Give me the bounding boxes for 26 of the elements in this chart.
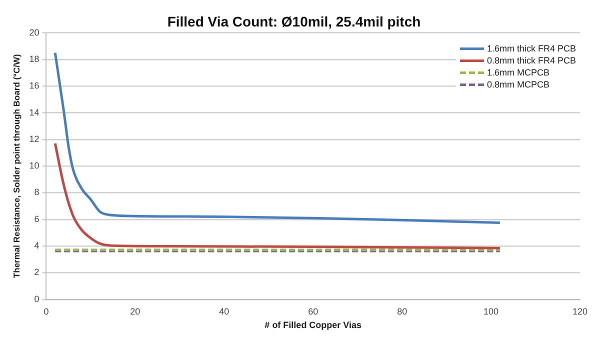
legend-label: 0.8mm thick FR4 PCB [486,55,576,66]
y-tick-label: 14 [29,107,40,118]
y-tick-label: 8 [34,187,40,198]
legend-label: 1.6mm MCPCB [486,67,550,78]
y-tick-label: 10 [29,160,40,171]
x-tick-label: 60 [308,306,318,316]
x-axis-title: # of Filled Copper Vias [264,320,362,330]
y-tick-label: 6 [34,214,40,224]
x-tick-label: 100 [484,306,499,316]
y-tick-label: 20 [29,27,40,38]
y-tick-label: 16 [29,80,40,91]
x-tick-label: 80 [397,306,408,316]
legend-label: 1.6mm thick FR4 PCB [486,43,576,54]
y-tick-label: 0 [34,294,40,304]
y-tick-label: 12 [29,134,40,144]
chart-title: Filled Via Count: Ø10mil, 25.4mil pitch [167,13,421,30]
x-tick-label: 120 [572,306,588,316]
x-tick-label: 20 [130,306,140,316]
x-tick-label: 0 [44,306,49,316]
y-tick-label: 4 [34,240,40,251]
y-tick-label: 18 [29,54,40,64]
x-tick-label: 40 [219,306,230,316]
y-tick-label: 2 [34,267,40,278]
y-axis-title: Thermal Resistance, Solder point through Board (°C/W) [11,54,22,278]
legend-label: 0.8mm MCPCB [486,79,550,90]
line-series [54,142,502,250]
